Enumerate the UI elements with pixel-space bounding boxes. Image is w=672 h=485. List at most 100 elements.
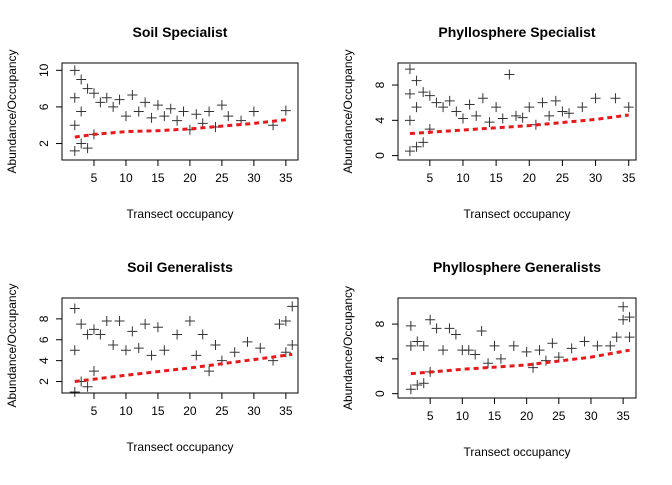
point [592,340,603,351]
x-axis-label: Transect occupancy [127,440,234,454]
point [120,111,131,122]
point [159,111,170,122]
y-axis-label: Abundance/Occupancy [5,283,19,407]
point [146,350,157,361]
point [577,102,588,113]
x-axis-label: Transect occupancy [464,207,571,221]
point [528,362,539,373]
point [405,320,416,331]
point [108,339,119,350]
point [611,332,622,343]
point [534,345,545,356]
point [127,90,138,101]
x-tick-label: 10 [456,409,470,423]
point [69,303,80,314]
point [550,95,561,106]
point [146,112,157,123]
point [69,386,80,397]
point [69,92,80,103]
point [438,345,449,356]
point [623,102,634,113]
point [418,340,429,351]
x-tick-label: 30 [247,404,261,418]
point [287,301,298,312]
point [405,340,416,351]
x-tick-label: 30 [247,171,261,185]
point [566,343,577,354]
point [101,315,112,326]
point [463,345,474,356]
point [491,102,502,113]
point [464,99,475,110]
x-tick-label: 30 [584,409,598,423]
x-tick-label: 25 [215,171,229,185]
x-tick-label: 10 [456,171,470,185]
y-tick-label: 8 [37,315,51,322]
point [412,336,423,347]
point [165,103,176,114]
point [191,109,202,120]
x-tick-label: 20 [523,171,537,185]
y-tick-label: 8 [373,81,387,88]
point [76,74,87,85]
trend-line [410,348,630,376]
point [242,336,253,347]
point [82,329,93,340]
point [204,366,215,377]
point [470,349,481,360]
point [412,379,423,390]
point [69,120,80,131]
point [69,145,80,156]
point [76,106,87,117]
y-tick-label: 6 [37,103,51,110]
x-tick-label: 20 [520,409,534,423]
point [483,358,494,369]
x-tick-label: 5 [91,171,98,185]
y-tick-label: 4 [37,357,51,364]
point [590,93,601,104]
point [280,347,291,358]
point [537,97,548,108]
x-tick-label: 35 [279,171,293,185]
y-tick-label: 0 [373,390,387,397]
point [404,115,415,126]
point [184,315,195,326]
plot-frame [397,297,637,399]
y-tick-label: 10 [37,63,51,77]
y-axis-label: Abundance/Occupancy [341,286,355,410]
point [418,87,429,98]
point [88,366,99,377]
point [425,314,436,325]
point [133,343,144,354]
panel: Phyllosphere Generalists Transect occupan… [341,259,637,459]
y-tick-label: 8 [373,320,387,327]
point [547,338,558,349]
point [159,345,170,356]
trend-line [74,118,287,139]
point [477,93,488,104]
x-axis-label: Transect occupancy [127,207,234,221]
plot-frame [397,62,637,161]
point [521,346,532,357]
y-axis-label: Abundance/Occupancy [5,49,19,173]
panel: Phyllosphere Specialist Transect occupanc… [341,24,637,221]
point [82,83,93,94]
y-tick-label: 0 [373,152,387,159]
x-tick-label: 15 [489,171,503,185]
y-tick-label: 4 [373,355,387,362]
point [229,347,240,358]
y-tick-label: 2 [37,140,51,147]
point [191,350,202,361]
point [411,75,422,86]
panel-title: Soil Generalists [127,259,233,275]
point [497,113,508,124]
point [152,322,163,333]
y-tick-label: 2 [37,378,51,385]
point [495,353,506,364]
point [223,111,234,122]
point [418,378,429,389]
point [457,113,468,124]
point [444,95,455,106]
point [484,117,495,128]
point [204,106,215,117]
